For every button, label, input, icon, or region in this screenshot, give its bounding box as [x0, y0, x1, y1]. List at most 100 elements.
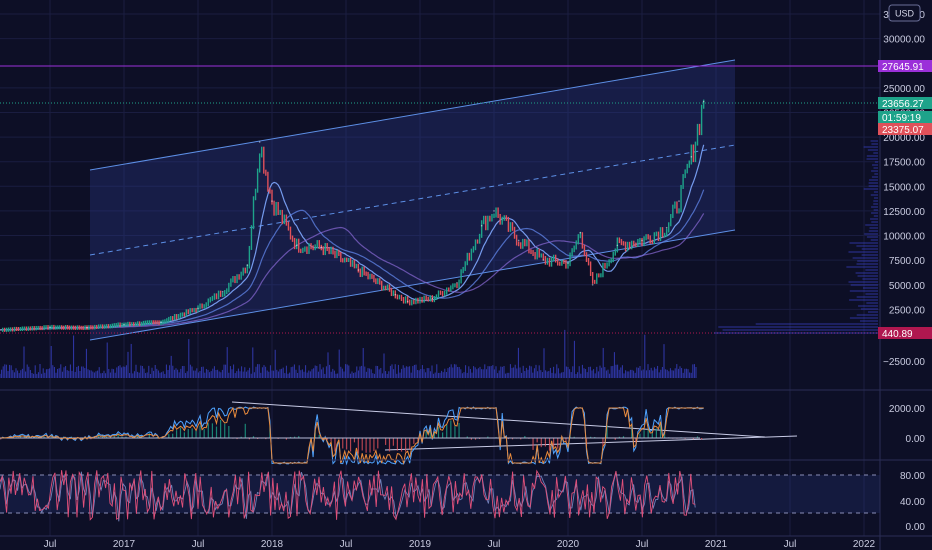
volume-axis[interactable]: −2500.00 [883, 357, 925, 368]
data-point [258, 141, 261, 143]
time-tick-label: Jul [192, 539, 205, 550]
volume-profile-bar [863, 188, 878, 190]
price-series [0, 99, 705, 332]
volume-profile-bar [857, 260, 878, 262]
volume-profile-bar [867, 311, 878, 313]
time-tick-label: 2017 [113, 539, 136, 550]
volume-profile-bar [849, 299, 878, 301]
volume-profile-bar [864, 233, 878, 235]
currency-label: USD [895, 9, 915, 19]
price-badge: 440.89 [878, 327, 932, 340]
currency-button[interactable]: USD [888, 4, 921, 22]
price-badge-label: 23375.07 [882, 125, 924, 136]
regression-channel[interactable] [89, 59, 736, 341]
time-axis[interactable]: Jul 2017 Jul 2018 Jul 2019 Jul 2020 Jul 2021 Jul 20… [44, 539, 876, 550]
macd-tick-label: 2000.00 [889, 404, 926, 415]
volume-bars [0, 329, 697, 378]
volume-profile-bar [856, 296, 878, 298]
price-tick-label: 5000.00 [889, 281, 926, 292]
price-tick-label: 7500.00 [889, 256, 926, 267]
data-point [641, 239, 643, 242]
volume-profile-bar [868, 185, 878, 187]
volume-profile-bar [873, 191, 878, 193]
volume-profile-bar [870, 194, 878, 196]
time-tick-label: 2020 [557, 539, 580, 550]
time-tick-label: 2018 [261, 539, 284, 550]
price-badge-bg [878, 111, 932, 123]
volume-profile-bar [714, 332, 878, 334]
data-point [0, 329, 2, 331]
stoch-band [0, 475, 880, 513]
volume-profile-bar [870, 140, 878, 142]
volume-profile-bar [866, 236, 878, 238]
volume-profile-bar [865, 293, 878, 295]
data-point [221, 290, 224, 293]
time-tick-label: 2022 [853, 539, 876, 550]
data-point [160, 321, 162, 323]
stoch-d-line [0, 471, 696, 522]
macd-trendline-upper[interactable] [231, 401, 766, 438]
macd-pane [0, 401, 798, 466]
price-axis[interactable]: 32500.0030000.0025000.0022500.0020000.00… [883, 10, 925, 316]
volume-profile-bar [870, 218, 878, 220]
price-badge-label: 27645.91 [882, 62, 924, 73]
volume-profile-bar [861, 248, 878, 250]
volume-profile-bar [867, 149, 878, 151]
volume-profile-bar [848, 281, 878, 283]
volume-profile-bar [871, 206, 878, 208]
data-point [678, 200, 680, 202]
data-point [123, 323, 125, 326]
volume-profile-bar [871, 143, 878, 145]
stochastic-axis[interactable]: 80.00 40.00 0.00 [900, 471, 925, 533]
volume-profile-bar [857, 275, 878, 277]
volume-profile-bar [868, 230, 878, 232]
data-point [591, 283, 594, 286]
price-tick-label: 2500.00 [889, 305, 926, 316]
data-point [271, 200, 273, 202]
channel-mid-line[interactable] [89, 144, 736, 256]
channel-upper-line[interactable] [89, 59, 736, 171]
volume-profile-bar [872, 164, 878, 166]
data-point [480, 224, 483, 227]
price-badge: 01:59:19 [878, 111, 932, 124]
volume-profile-bar [866, 158, 878, 160]
price-tick-label: 10000.00 [883, 232, 925, 243]
macd-axis[interactable]: 2000.00 0.00 [889, 404, 926, 445]
macd-trendline-lower[interactable] [384, 435, 798, 451]
stoch-tick-label: 0.00 [906, 522, 926, 533]
volume-profile-bar [856, 263, 878, 265]
price-badge: 27645.91 [878, 60, 932, 73]
data-point [49, 326, 51, 329]
volume-profile-bar [874, 197, 878, 199]
volume-profile-bar [874, 161, 878, 163]
data-point [702, 100, 705, 103]
price-badge: 23375.07 [878, 123, 932, 136]
data-point [616, 244, 619, 247]
volume-profile-bar [873, 215, 878, 217]
volume-profile-bar [718, 326, 878, 328]
volume-profile-bar [871, 212, 878, 214]
volume-profile-bar [869, 227, 878, 229]
data-point [542, 259, 545, 261]
price-tick-label: 15000.00 [883, 182, 925, 193]
volume-profile-bar [871, 176, 878, 178]
volume-profile-bar [861, 254, 878, 256]
data-point [394, 293, 397, 296]
data-point [567, 262, 569, 264]
volume-profile-bar [858, 305, 878, 307]
time-tick-label: Jul [488, 539, 501, 550]
price-badge-bg [878, 123, 932, 135]
macd-tick-label: 0.00 [906, 434, 926, 445]
price-badge-label: 23656.27 [882, 99, 924, 110]
price-tick-label: 25000.00 [883, 84, 925, 95]
volume-profile-bar [860, 308, 878, 310]
stoch-tick-label: 40.00 [900, 497, 925, 508]
price-tick-label: 17500.00 [883, 158, 925, 169]
volume-profile-bar [856, 245, 878, 247]
volume-profile-bar [873, 200, 878, 202]
stochastic-pane [0, 469, 880, 522]
volume-profile-bar [870, 239, 878, 241]
